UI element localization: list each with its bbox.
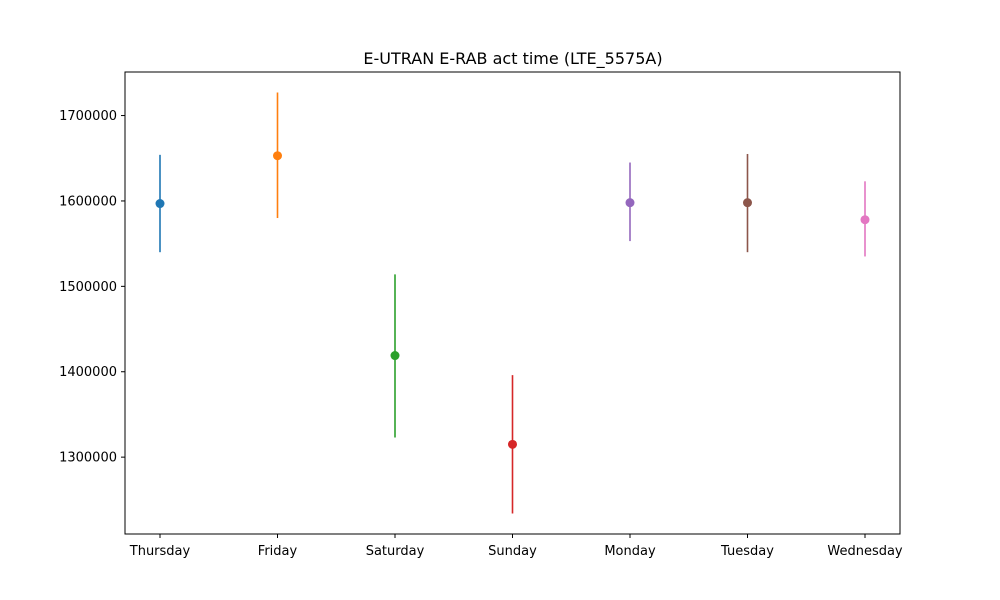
x-tick-label: Friday [258, 544, 298, 559]
data-point-sunday [508, 439, 517, 449]
x-tick-label: Thursday [129, 544, 191, 559]
data-point-thursday [155, 199, 165, 209]
data-point-saturday [390, 351, 400, 361]
x-tick-label: Wednesday [827, 544, 903, 559]
x-tick-label: Saturday [366, 544, 425, 559]
x-tick-label: Monday [604, 544, 656, 559]
data-point-monday [625, 198, 635, 208]
plot-area: 1300000 1400000 1500000 1600000 1700000 Thurs… [59, 92, 903, 559]
x-tick-label: Tuesday [720, 544, 774, 559]
data-point-wednesday [860, 215, 870, 225]
chart-title: E-UTRAN E-RAB act time (LTE_5575A) [363, 49, 662, 69]
data-point-friday [273, 151, 282, 161]
y-tick-label: 1400000 [59, 365, 117, 380]
data-point-tuesday [743, 198, 752, 208]
x-tick-label: Sunday [488, 544, 537, 559]
y-tick-label: 1300000 [59, 451, 117, 466]
y-tick-label: 1500000 [59, 280, 117, 295]
y-tick-label: 1700000 [59, 109, 117, 124]
plot-frame [124, 71, 901, 535]
y-tick-label: 1600000 [59, 194, 117, 209]
